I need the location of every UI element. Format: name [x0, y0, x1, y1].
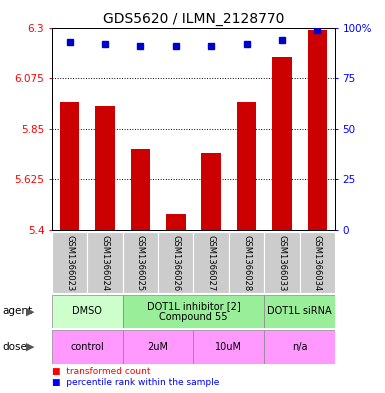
Bar — [52, 295, 123, 328]
Text: control: control — [70, 342, 104, 352]
Text: DOT1L siRNA: DOT1L siRNA — [267, 307, 332, 316]
Text: dose: dose — [2, 342, 27, 352]
Text: 2uM: 2uM — [147, 342, 169, 352]
Bar — [52, 232, 87, 293]
Bar — [166, 214, 186, 230]
Bar — [272, 57, 291, 230]
Bar — [264, 232, 300, 293]
Bar — [52, 330, 123, 364]
Bar — [123, 232, 158, 293]
Bar — [264, 295, 335, 328]
Bar — [95, 106, 115, 230]
Text: GSM1366026: GSM1366026 — [171, 235, 180, 291]
Bar — [60, 102, 79, 230]
Text: GSM1366033: GSM1366033 — [277, 235, 286, 291]
Text: GSM1366034: GSM1366034 — [313, 235, 322, 291]
Bar — [158, 232, 193, 293]
Bar — [300, 232, 335, 293]
Bar — [229, 232, 264, 293]
Text: GSM1366028: GSM1366028 — [242, 235, 251, 291]
Bar — [123, 330, 193, 364]
Bar — [123, 295, 264, 328]
Text: GSM1366023: GSM1366023 — [65, 235, 74, 291]
Text: n/a: n/a — [292, 342, 307, 352]
Text: ▶: ▶ — [26, 307, 35, 316]
Text: ■  percentile rank within the sample: ■ percentile rank within the sample — [52, 378, 219, 387]
Text: DOT1L inhibitor [2]
Compound 55: DOT1L inhibitor [2] Compound 55 — [147, 301, 240, 322]
Bar — [237, 102, 256, 230]
Bar — [193, 232, 229, 293]
Text: GSM1366027: GSM1366027 — [207, 235, 216, 291]
Bar — [264, 330, 335, 364]
Text: 10uM: 10uM — [215, 342, 242, 352]
Bar — [193, 330, 264, 364]
Text: GSM1366024: GSM1366024 — [100, 235, 110, 291]
Text: agent: agent — [2, 307, 32, 316]
Text: GSM1366025: GSM1366025 — [136, 235, 145, 291]
Bar — [308, 30, 327, 230]
Title: GDS5620 / ILMN_2128770: GDS5620 / ILMN_2128770 — [103, 13, 284, 26]
Bar — [131, 149, 150, 230]
Text: ▶: ▶ — [26, 342, 35, 352]
Bar — [87, 232, 123, 293]
Text: DMSO: DMSO — [72, 307, 102, 316]
Bar — [201, 153, 221, 230]
Text: ■  transformed count: ■ transformed count — [52, 367, 151, 376]
